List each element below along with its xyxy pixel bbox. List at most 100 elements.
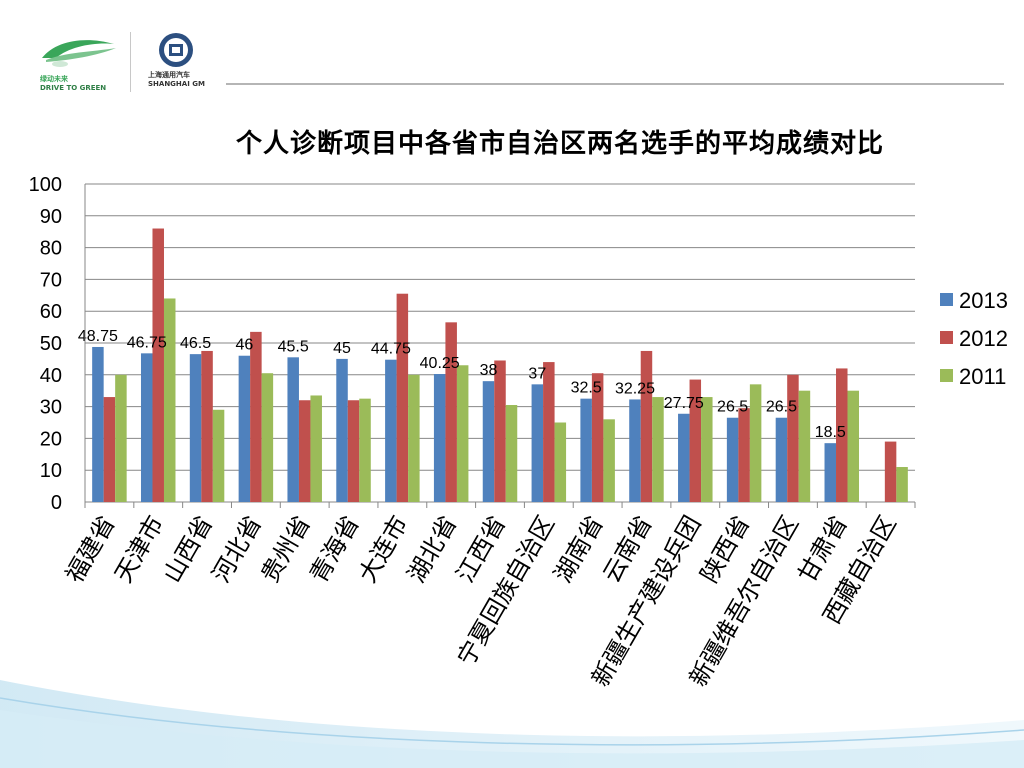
data-label: 46	[235, 337, 253, 354]
car-swoosh-icon	[42, 40, 116, 67]
bar-2011-13	[749, 384, 762, 502]
bars-layer	[92, 228, 908, 502]
logo-divider	[130, 32, 131, 92]
drive-to-green-logo: 绿动未来 DRIVE TO GREEN	[36, 30, 120, 100]
bar-2013-10	[580, 398, 592, 502]
bar-2012-12	[689, 379, 702, 502]
x-tick-label: 大连市	[353, 511, 413, 587]
bar-2012-8	[494, 360, 506, 502]
bar-2012-3	[250, 331, 262, 502]
bar-2013-12	[678, 413, 690, 502]
x-tick-label: 宁夏回族自治区	[452, 511, 560, 670]
x-tick-label: 天津市	[109, 511, 169, 587]
x-tick-label: 湖南省	[549, 511, 609, 587]
legend-label: 2013	[959, 288, 1008, 313]
bar-2012-14	[787, 374, 799, 502]
y-tick-label: 0	[51, 492, 62, 514]
bar-2013-15	[824, 443, 837, 502]
bar-2011-6	[408, 374, 420, 502]
bar-2012-7	[445, 322, 457, 502]
bar-2012-15	[836, 368, 848, 502]
data-label: 44.75	[371, 341, 411, 358]
bar-2012-0	[103, 397, 116, 502]
data-label: 40.25	[420, 355, 460, 372]
y-tick-label: 40	[40, 365, 62, 387]
bar-2011-11	[652, 397, 664, 502]
slide-header: 绿动未来 DRIVE TO GREEN 上海通用汽车 SHANGHAI GM	[0, 0, 1024, 130]
bar-2011-5	[359, 398, 371, 502]
legend-swatch-2013	[940, 293, 953, 306]
data-label: 27.75	[664, 395, 704, 412]
x-tick-label: 河北省	[207, 511, 267, 587]
bar-2013-9	[531, 384, 544, 502]
bar-2011-7	[456, 365, 469, 502]
data-labels-layer: 48.75 46.75 46.5 46 45.5 45 44.75 40.25 38 37 32.5…	[78, 328, 846, 441]
bar-2012-4	[298, 400, 311, 502]
bar-2012-10	[591, 373, 604, 502]
bar-2013-5	[336, 358, 348, 502]
data-label: 48.75	[78, 328, 118, 345]
data-label: 26.5	[717, 399, 748, 416]
bar-2013-11	[629, 399, 641, 502]
bar-2013-3	[238, 355, 251, 502]
y-tick-label: 70	[40, 269, 62, 291]
bar-2012-6	[396, 293, 409, 502]
data-label: 32.25	[615, 380, 655, 397]
bar-2012-9	[543, 362, 555, 502]
bar-2011-4	[310, 395, 322, 502]
bar-2011-3	[261, 373, 274, 502]
x-tick-label: 福建省	[60, 511, 120, 587]
bar-2011-2	[212, 409, 225, 502]
x-tick-label: 青海省	[304, 511, 364, 587]
bar-2012-5	[347, 400, 360, 502]
bar-2012-16	[884, 441, 897, 502]
data-label: 45	[333, 340, 351, 357]
logo-right-cn: 上海通用汽车	[148, 71, 190, 79]
x-tick-label: 山西省	[158, 511, 218, 587]
bar-2013-13	[726, 417, 739, 502]
y-tick-label: 30	[40, 397, 62, 419]
bar-2013-8	[482, 381, 495, 502]
y-tick-label: 50	[40, 333, 62, 355]
y-tick-label: 80	[40, 238, 62, 260]
data-label: 38	[480, 362, 498, 379]
data-label: 46.5	[180, 335, 211, 352]
data-label: 46.75	[127, 334, 167, 351]
bar-2011-10	[603, 419, 615, 502]
bar-2011-1	[163, 298, 176, 502]
header-rule	[226, 83, 1004, 85]
bar-2011-12	[701, 397, 713, 502]
logo-left-en: DRIVE TO GREEN	[40, 84, 107, 92]
legend: 2013 2012 2011	[940, 288, 1008, 389]
chart-title: 个人诊断项目中各省市自治区两名选手的平均成绩对比	[235, 129, 884, 159]
bar-2012-2	[201, 350, 213, 502]
bar-2012-1	[152, 228, 164, 502]
bar-2013-14	[775, 417, 788, 502]
legend-label: 2011	[959, 364, 1006, 389]
sgm-emblem-icon	[159, 33, 193, 67]
data-label: 37	[528, 365, 546, 382]
y-tick-label: 100	[29, 174, 62, 196]
bar-2011-14	[798, 390, 811, 502]
bar-2011-8	[505, 405, 518, 502]
x-tick-label: 贵州省	[256, 511, 316, 587]
data-label: 26.5	[766, 399, 797, 416]
bar-2011-15	[847, 390, 860, 502]
bar-2013-2	[189, 354, 202, 502]
legend-swatch-2012	[940, 331, 953, 344]
y-tick-label: 10	[40, 460, 62, 482]
bar-2011-16	[896, 467, 908, 502]
bar-2012-13	[738, 408, 750, 502]
bottom-wave-decoration	[0, 680, 1024, 768]
bar-2013-1	[140, 353, 153, 502]
data-label: 32.5	[571, 380, 602, 397]
shanghai-gm-logo: 上海通用汽车 SHANGHAI GM	[140, 30, 232, 100]
y-tick-label: 20	[40, 428, 62, 450]
bar-2011-9	[554, 422, 567, 502]
logo-left-cn: 绿动未来	[40, 75, 68, 83]
bar-2013-0	[92, 346, 104, 502]
y-tick-label: 60	[40, 301, 62, 323]
legend-swatch-2011	[940, 369, 953, 382]
bar-2013-6	[385, 359, 397, 502]
